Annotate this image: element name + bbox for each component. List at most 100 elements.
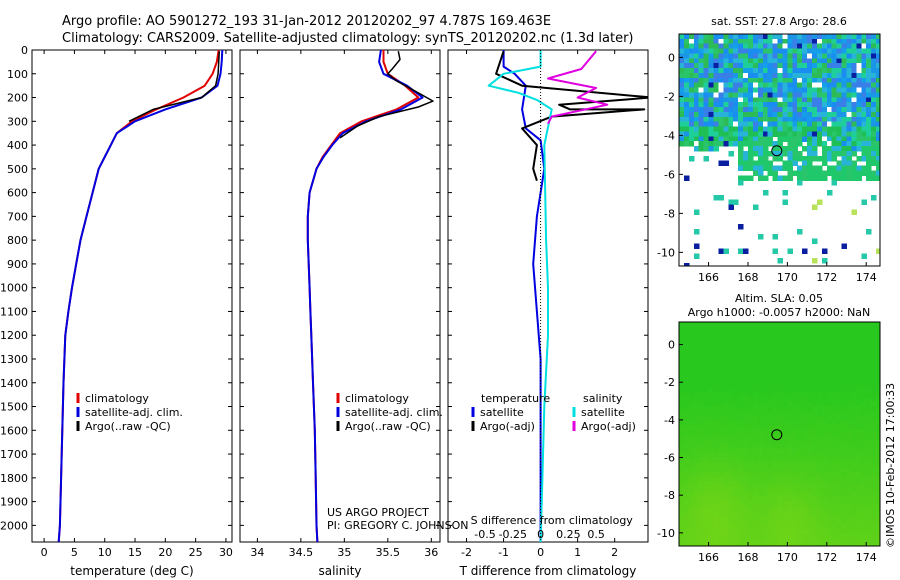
sst_map-cell	[757, 63, 764, 69]
sla_map-cell	[807, 387, 813, 394]
sst_map-cell	[836, 121, 843, 128]
temperature-xtick-label: 10	[98, 546, 112, 559]
sst_map-cell	[807, 87, 813, 94]
sla_map-cell	[757, 458, 764, 464]
sla_map-cell	[703, 336, 710, 342]
depth-tick-label: 1900	[0, 496, 28, 509]
sla_map-cell	[713, 519, 719, 525]
sla_map-cell	[866, 491, 872, 497]
sla_map-cell	[752, 529, 759, 535]
sst_map-cell	[777, 126, 783, 133]
sla_map-cell	[871, 529, 877, 535]
sst_map-cell	[679, 121, 685, 128]
sst_map-cell	[748, 43, 754, 50]
sla_map-cell	[836, 467, 843, 474]
sla_map-cell	[743, 529, 749, 535]
sla_map-cell	[846, 387, 852, 394]
sla_map-cell	[752, 467, 759, 474]
sla_map-cell	[846, 397, 852, 403]
sla_map-cell	[812, 449, 818, 455]
sst_map-cell	[787, 48, 793, 55]
sla_map-cell	[743, 425, 749, 431]
sst_map-cell	[748, 63, 754, 69]
sst_map-cell	[871, 146, 877, 152]
sla_map-cell	[767, 482, 774, 488]
sla_map-cell	[797, 434, 803, 441]
sst_map-cell	[816, 48, 823, 55]
sla_map-cell	[876, 519, 881, 525]
sla_map-cell	[713, 496, 719, 502]
sst_map-cell	[876, 73, 881, 79]
sst_map-cell	[752, 87, 759, 94]
sla_map-cell	[723, 519, 729, 525]
sla_map-cell	[679, 402, 685, 408]
sst_map-cell	[787, 38, 793, 45]
sla_map-cell	[688, 496, 695, 502]
sst_map-cell	[703, 58, 710, 64]
sst_map-cell	[871, 194, 877, 201]
sst_map-cell	[688, 68, 695, 74]
sla_map-cell	[797, 472, 803, 478]
sla_map-cell	[743, 331, 749, 337]
sla_map-cell	[738, 500, 744, 507]
depth-tick-label: 300	[7, 115, 28, 128]
sst_map-cell	[723, 34, 729, 40]
sla_map-cell	[693, 350, 700, 356]
sla_map-cell	[752, 510, 759, 516]
salinity-legend-label: satellite-adj. clim.	[345, 406, 443, 419]
sla_map-cell	[856, 340, 862, 347]
sst_map-cell	[688, 136, 695, 142]
sla_map-cell	[767, 524, 774, 530]
sla_map-cell	[723, 533, 729, 540]
sla_map-cell	[703, 467, 710, 474]
sst_map-cell	[688, 48, 695, 55]
sla_map-cell	[802, 491, 808, 497]
sst_map-cell	[856, 68, 862, 74]
sla_map-cell	[836, 340, 843, 347]
sla_map-cell	[846, 369, 852, 375]
sst_map-cell	[861, 48, 867, 55]
sst_map-cell	[743, 136, 749, 142]
sla_map-cell	[748, 458, 754, 464]
sla_map-cell	[797, 392, 803, 398]
sla_map-cell	[821, 444, 828, 450]
sla_map-cell	[846, 491, 852, 497]
sla_map-cell	[807, 467, 813, 474]
sst_map-cell	[787, 151, 793, 157]
sla_map-cell	[733, 345, 739, 351]
sla_map-cell	[748, 543, 754, 547]
sla_map-cell	[856, 463, 862, 469]
sla_map-cell	[713, 425, 719, 431]
sst_map-cell	[787, 34, 793, 40]
sst_map-cell	[876, 77, 881, 84]
sla_map-cell	[743, 420, 749, 427]
sst_map-cell	[679, 126, 685, 133]
sla_map-cell	[831, 340, 838, 347]
sla_map-cell	[831, 477, 838, 483]
temperature-line-argo	[128, 51, 221, 122]
sla_map-cell	[748, 444, 754, 450]
sla_map-cell	[826, 439, 833, 445]
sla_map-cell	[762, 482, 769, 488]
sst_map-cell	[748, 141, 754, 147]
sla_map-cell	[807, 453, 813, 460]
sst_map-cell	[851, 165, 857, 172]
sla_map-cell	[748, 524, 754, 530]
sla_map-cell	[836, 416, 843, 422]
sla_map-cell	[752, 350, 759, 356]
sla_map-cell	[733, 458, 739, 464]
sla_map-cell	[782, 383, 788, 389]
sst_map-cell	[846, 151, 852, 157]
sst_map-cell	[777, 107, 783, 113]
sst_map-cell	[738, 97, 744, 103]
sla_map-argo-marker	[771, 429, 783, 441]
sla_map-cell	[821, 336, 828, 342]
sla_map-cell	[812, 336, 818, 342]
sla_map-cell	[797, 463, 803, 469]
sst_map-cell	[698, 121, 705, 128]
sst_map-cell	[812, 73, 818, 79]
sla_map-cell	[688, 434, 695, 441]
sst_map-cell	[733, 77, 739, 84]
sst_map-cell	[688, 82, 695, 89]
sst_map-cell	[792, 38, 798, 45]
